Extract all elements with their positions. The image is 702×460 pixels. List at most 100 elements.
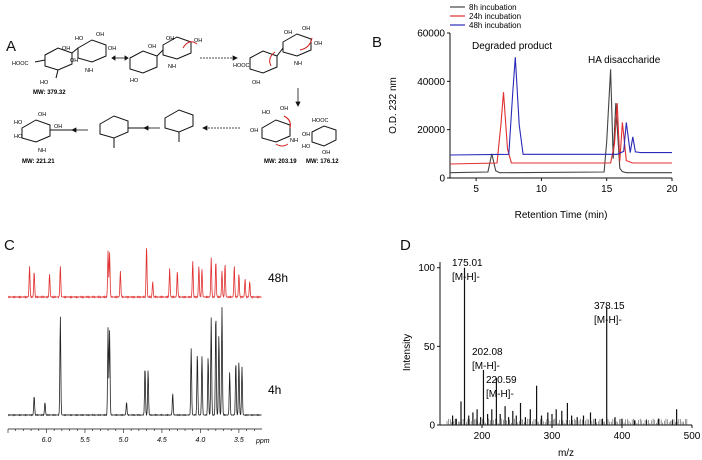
panel-a-letter: A — [6, 38, 17, 55]
structure-4 — [261, 119, 291, 143]
s2-label-2: OH — [166, 36, 174, 42]
chart-d-ylabel: Intensity — [402, 334, 413, 371]
s1-label-4: HO — [75, 36, 84, 42]
chart-d-ytick-label: 50 — [424, 342, 436, 353]
chart-b-xlabel: Retention Time (min) — [515, 210, 608, 221]
peak-label-175: 175.01 — [452, 258, 483, 269]
chart-b-ytick-label: 40000 — [417, 77, 445, 88]
equilibrium-arrow-1 — [111, 55, 129, 61]
structure-6 — [21, 119, 72, 143]
reaction-arrow-2 — [200, 55, 238, 61]
s5-label-1: HO — [302, 144, 311, 150]
peak-label-378: 378.15 — [594, 301, 625, 312]
peak-label-220: 220.59 — [486, 375, 517, 386]
chart-c-xtick-label: 4.0 — [196, 437, 206, 444]
chart-d-xtick-label: 200 — [474, 431, 491, 442]
structure-4-intermediate — [99, 109, 194, 148]
structure-3 — [249, 33, 312, 74]
s2-label-3: OH — [148, 44, 156, 50]
s1-label-2: OH — [62, 46, 70, 52]
peak-ion-175: [M-H]- — [452, 272, 480, 283]
s4-label-1: OH — [280, 106, 288, 112]
chart-c-nmr: 48h 4h ppm 6.0 5.5 5.0 4.5 4.0 3.5 — [7, 248, 288, 445]
chart-d-ms: Intensity m/z 175.01 [M-H]- 202.08 [M-H]… — [402, 258, 701, 459]
panel-c-letter: C — [4, 237, 15, 254]
electron-arrow-1 — [182, 41, 198, 49]
chart-d-xtick-label: 300 — [544, 431, 561, 442]
structure-2 — [129, 36, 192, 74]
s4-label-2: NH — [290, 138, 298, 144]
chart-c-xtick-label: 5.0 — [119, 437, 129, 444]
legend-label-3: 48h incubation — [469, 21, 521, 30]
reaction-arrow-3 — [295, 88, 301, 107]
chart-c-xtick-label: 5.5 — [80, 437, 90, 444]
s1-label-6: OH — [108, 46, 116, 52]
chart-d-peak-labels: 175.01 [M-H]- 202.08 [M-H]- 220.59 [M-H]… — [452, 258, 625, 400]
electron-arrow-3 — [275, 115, 291, 147]
chart-b-ytick-label: 0 — [439, 174, 445, 185]
s3-label-2: NH — [294, 61, 302, 67]
s2-label-4: HO — [130, 78, 139, 84]
legend-label-2: 24h incubation — [469, 12, 521, 21]
s5-label-0: HOOC — [312, 118, 329, 124]
panel-b-letter: B — [372, 34, 383, 51]
s3-label-1: OH — [314, 41, 322, 47]
panel-a-scheme: HOOC HO OH NH HO OH OH OH MW: 379.32 OH … — [12, 26, 339, 165]
peak-label-202: 202.08 — [472, 347, 503, 358]
chart-d-ytick-label: 0 — [429, 421, 435, 432]
chart-c-xtick-label: 3.5 — [234, 437, 244, 444]
reaction-arrow-6 — [202, 125, 240, 131]
structure-1 — [34, 39, 107, 79]
chart-b-series-3 — [449, 57, 672, 156]
chart-b-hplc: O.D. 232 nm Retention Time (min) 8h incu… — [388, 3, 678, 221]
s1-label-3: NH — [85, 68, 93, 74]
chart-b-ytick-label: 20000 — [417, 125, 445, 136]
s1-label-7: OH — [70, 58, 78, 64]
s3-label-5: OH — [252, 80, 260, 86]
chart-c-trace-4h — [8, 307, 262, 417]
s6-label-1: HO — [14, 120, 23, 126]
s1-label-5: OH — [96, 32, 104, 38]
chart-b-annotation-degraded: Degraded product — [472, 41, 552, 52]
chart-c-label-48h: 48h — [268, 271, 288, 285]
s6-label-2: HO — [14, 134, 23, 140]
peak-ion-202: [M-H]- — [472, 361, 500, 372]
s5-label-2: OH — [322, 150, 330, 156]
chart-d-ytick-label: 100 — [418, 263, 435, 274]
s3-label-4: OH — [302, 26, 310, 32]
chart-c-xtick-label: 4.5 — [157, 437, 167, 444]
s5-mw: MW: 176.12 — [306, 159, 339, 165]
s6-label-4: OH — [54, 124, 62, 130]
structure-5 — [311, 125, 337, 147]
s1-label-0: HOOC — [12, 61, 29, 67]
peak-ion-220: [M-H]- — [486, 389, 514, 400]
s4-mw: MW: 203.19 — [264, 159, 297, 165]
chart-c-xtick-label: 6.0 — [42, 437, 52, 444]
chart-b-xtick-label: 5 — [473, 184, 479, 195]
s3-label-3: OH — [284, 30, 292, 36]
chart-c-label-4h: 4h — [268, 383, 281, 397]
chart-b-ylabel: O.D. 232 nm — [388, 77, 399, 134]
chart-d-xlabel: m/z — [558, 448, 574, 459]
legend-label-1: 8h incubation — [469, 3, 517, 12]
chart-b-ytick-label: 60000 — [417, 29, 445, 40]
chart-c-trace-48h — [7, 248, 262, 300]
s6-label-0: OH — [38, 112, 46, 118]
electron-arrow-2 — [269, 37, 313, 67]
s6-mw: MW: 221.21 — [22, 159, 55, 165]
reaction-arrow-5 — [143, 125, 160, 131]
panel-d-letter: D — [400, 237, 411, 254]
chart-b-xtick-label: 10 — [536, 184, 548, 195]
chart-b-xtick-label: 20 — [666, 184, 678, 195]
s5-label-3: OH — [302, 132, 310, 138]
chart-d-xtick-label: 500 — [684, 431, 701, 442]
s2-label-0: OH — [194, 38, 202, 44]
peak-ion-378: [M-H]- — [594, 315, 622, 326]
s1-label-1: HO — [40, 80, 49, 86]
chart-b-xtick-label: 15 — [601, 184, 613, 195]
s2-label-1: NH — [168, 64, 176, 70]
chart-b-series-1 — [449, 69, 672, 174]
s6-label-3: NH — [38, 148, 46, 154]
s3-label-0: HOOC — [233, 63, 250, 69]
